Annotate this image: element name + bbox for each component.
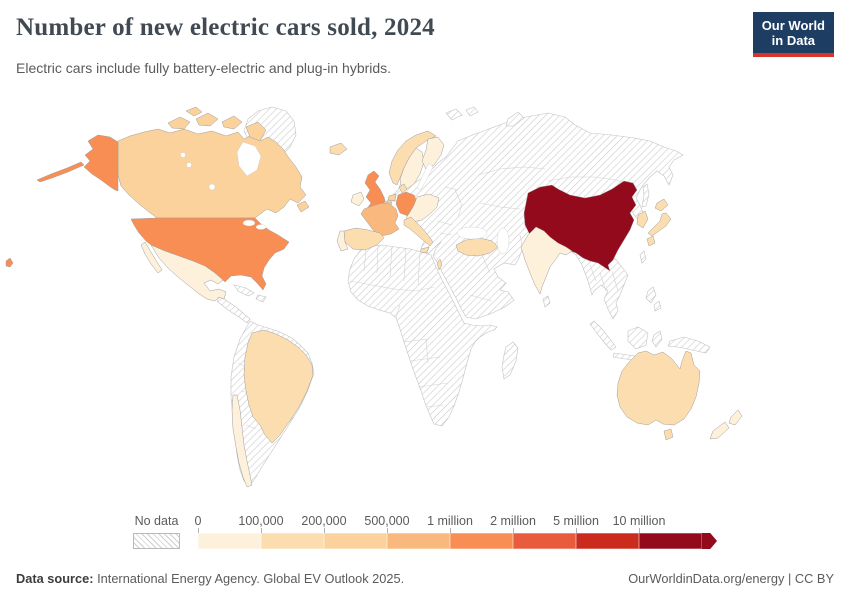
country-united-states-aleutians[interactable] (36, 161, 85, 183)
black-sea (456, 226, 488, 240)
legend-tickmark (513, 528, 514, 533)
legend-tick-3: 500,000 (364, 514, 410, 528)
legend-tick-1: 100,000 (238, 514, 284, 528)
country-canada-arctic-islands[interactable] (167, 106, 310, 213)
legend-bin-1[interactable] (198, 533, 261, 549)
legend-bin-4[interactable] (387, 533, 450, 549)
country-canada[interactable] (117, 128, 307, 219)
country-italy-sicily[interactable] (419, 246, 430, 254)
footer-right: OurWorldinData.org/energy | CC BY (628, 571, 834, 586)
legend-tick-6: 5 million (553, 514, 599, 528)
country-japan[interactable] (646, 198, 672, 247)
legend-bin-5[interactable] (450, 533, 513, 549)
legend-bin-3[interactable] (324, 533, 387, 549)
legend-tickmark (198, 528, 199, 533)
region-sri-lanka-no-data[interactable] (542, 295, 551, 308)
country-chile[interactable] (231, 394, 253, 488)
great-lakes (242, 219, 256, 227)
legend-tickmark (261, 528, 262, 533)
license-badge[interactable]: CC BY (794, 571, 834, 586)
caspian-sea (496, 227, 510, 255)
hudson-bay (236, 141, 262, 177)
page-title: Number of new electric cars sold, 2024 (16, 14, 435, 41)
legend-color-scale: 0 100,000 200,000 500,000 1 million 2 mi… (194, 512, 718, 554)
legend-tickmark (450, 528, 451, 533)
legend-no-data-label: No data (134, 514, 179, 528)
country-south-korea[interactable] (636, 210, 649, 229)
country-mexico[interactable] (150, 244, 227, 302)
legend-tickmark (639, 528, 640, 533)
country-netherlands[interactable] (387, 193, 397, 202)
legend-tick-4: 1 million (427, 514, 473, 528)
data-source-label: Data source: (16, 571, 94, 586)
region-philippines-no-data[interactable] (645, 286, 662, 312)
country-spain[interactable] (343, 227, 385, 251)
data-source-text: International Energy Agency. Global EV O… (93, 571, 405, 586)
great-bear-lake (180, 152, 186, 158)
country-mexico-baja[interactable] (140, 241, 163, 274)
country-iceland[interactable] (329, 142, 348, 156)
legend-bin-2[interactable] (261, 533, 324, 549)
legend-tickmark (387, 528, 388, 533)
legend-bin-6[interactable] (513, 533, 576, 549)
legend-no-data-swatch[interactable] (133, 533, 180, 549)
region-taiwan-no-data[interactable] (639, 250, 647, 264)
country-new-zealand[interactable] (709, 409, 743, 440)
owid-logo[interactable]: Our World in Data (752, 12, 834, 57)
world-map (0, 95, 850, 500)
legend-tick-0: 0 (194, 514, 202, 528)
country-finland[interactable] (421, 136, 445, 170)
region-arctic-islands-no-data[interactable] (445, 106, 525, 127)
country-united-states-alaska[interactable] (83, 134, 119, 192)
legend-tick-7: 10 million (612, 514, 666, 528)
legend-tick-5: 2 million (490, 514, 536, 528)
chart-subtitle: Electric cars include fully battery-elec… (16, 60, 392, 76)
country-israel[interactable] (436, 258, 443, 271)
region-central-europe[interactable] (405, 193, 440, 223)
legend-tickmark (576, 528, 577, 533)
legend-bin-7[interactable] (576, 533, 639, 549)
chart-footer: Data source: International Energy Agency… (16, 571, 834, 586)
country-india[interactable] (520, 226, 573, 295)
data-source: Data source: International Energy Agency… (16, 571, 404, 586)
region-sakhalin-no-data[interactable] (641, 183, 650, 208)
baltic-sea (416, 162, 434, 191)
owid-logo-line1: Our World (761, 18, 825, 33)
lake-winnipeg (208, 183, 216, 191)
country-denmark[interactable] (398, 183, 408, 194)
country-australia-tasmania[interactable] (663, 428, 674, 441)
legend-tick-2: 200,000 (301, 514, 347, 528)
region-central-america-no-data[interactable] (216, 296, 251, 324)
great-slave-lake (186, 162, 192, 168)
footer-divider: | (784, 571, 795, 586)
country-australia[interactable] (616, 350, 701, 426)
country-ireland[interactable] (350, 191, 365, 207)
region-cuba-no-data[interactable] (233, 284, 255, 297)
region-africa-no-data[interactable] (347, 244, 498, 427)
legend-color-bar[interactable] (198, 533, 717, 549)
country-brazil[interactable] (243, 329, 314, 444)
owid-url[interactable]: OurWorldinData.org/energy (628, 571, 785, 586)
region-new-guinea-no-data[interactable] (667, 336, 711, 354)
legend-bin-8[interactable] (639, 533, 702, 549)
great-lakes-east (255, 224, 267, 230)
country-portugal[interactable] (336, 230, 349, 252)
country-france[interactable] (360, 202, 400, 237)
country-italy[interactable] (403, 216, 434, 247)
legend-arrow (702, 533, 717, 549)
country-united-states-hawaii[interactable] (5, 257, 14, 268)
map-legend: No data 0 100,000 200,000 500,000 1 mill… (133, 512, 733, 554)
region-hispaniola-no-data[interactable] (255, 294, 267, 303)
region-madagascar-no-data[interactable] (501, 341, 519, 380)
legend-tickmark (324, 528, 325, 533)
country-united-states[interactable] (130, 217, 290, 291)
owid-logo-line2: in Data (771, 33, 816, 49)
